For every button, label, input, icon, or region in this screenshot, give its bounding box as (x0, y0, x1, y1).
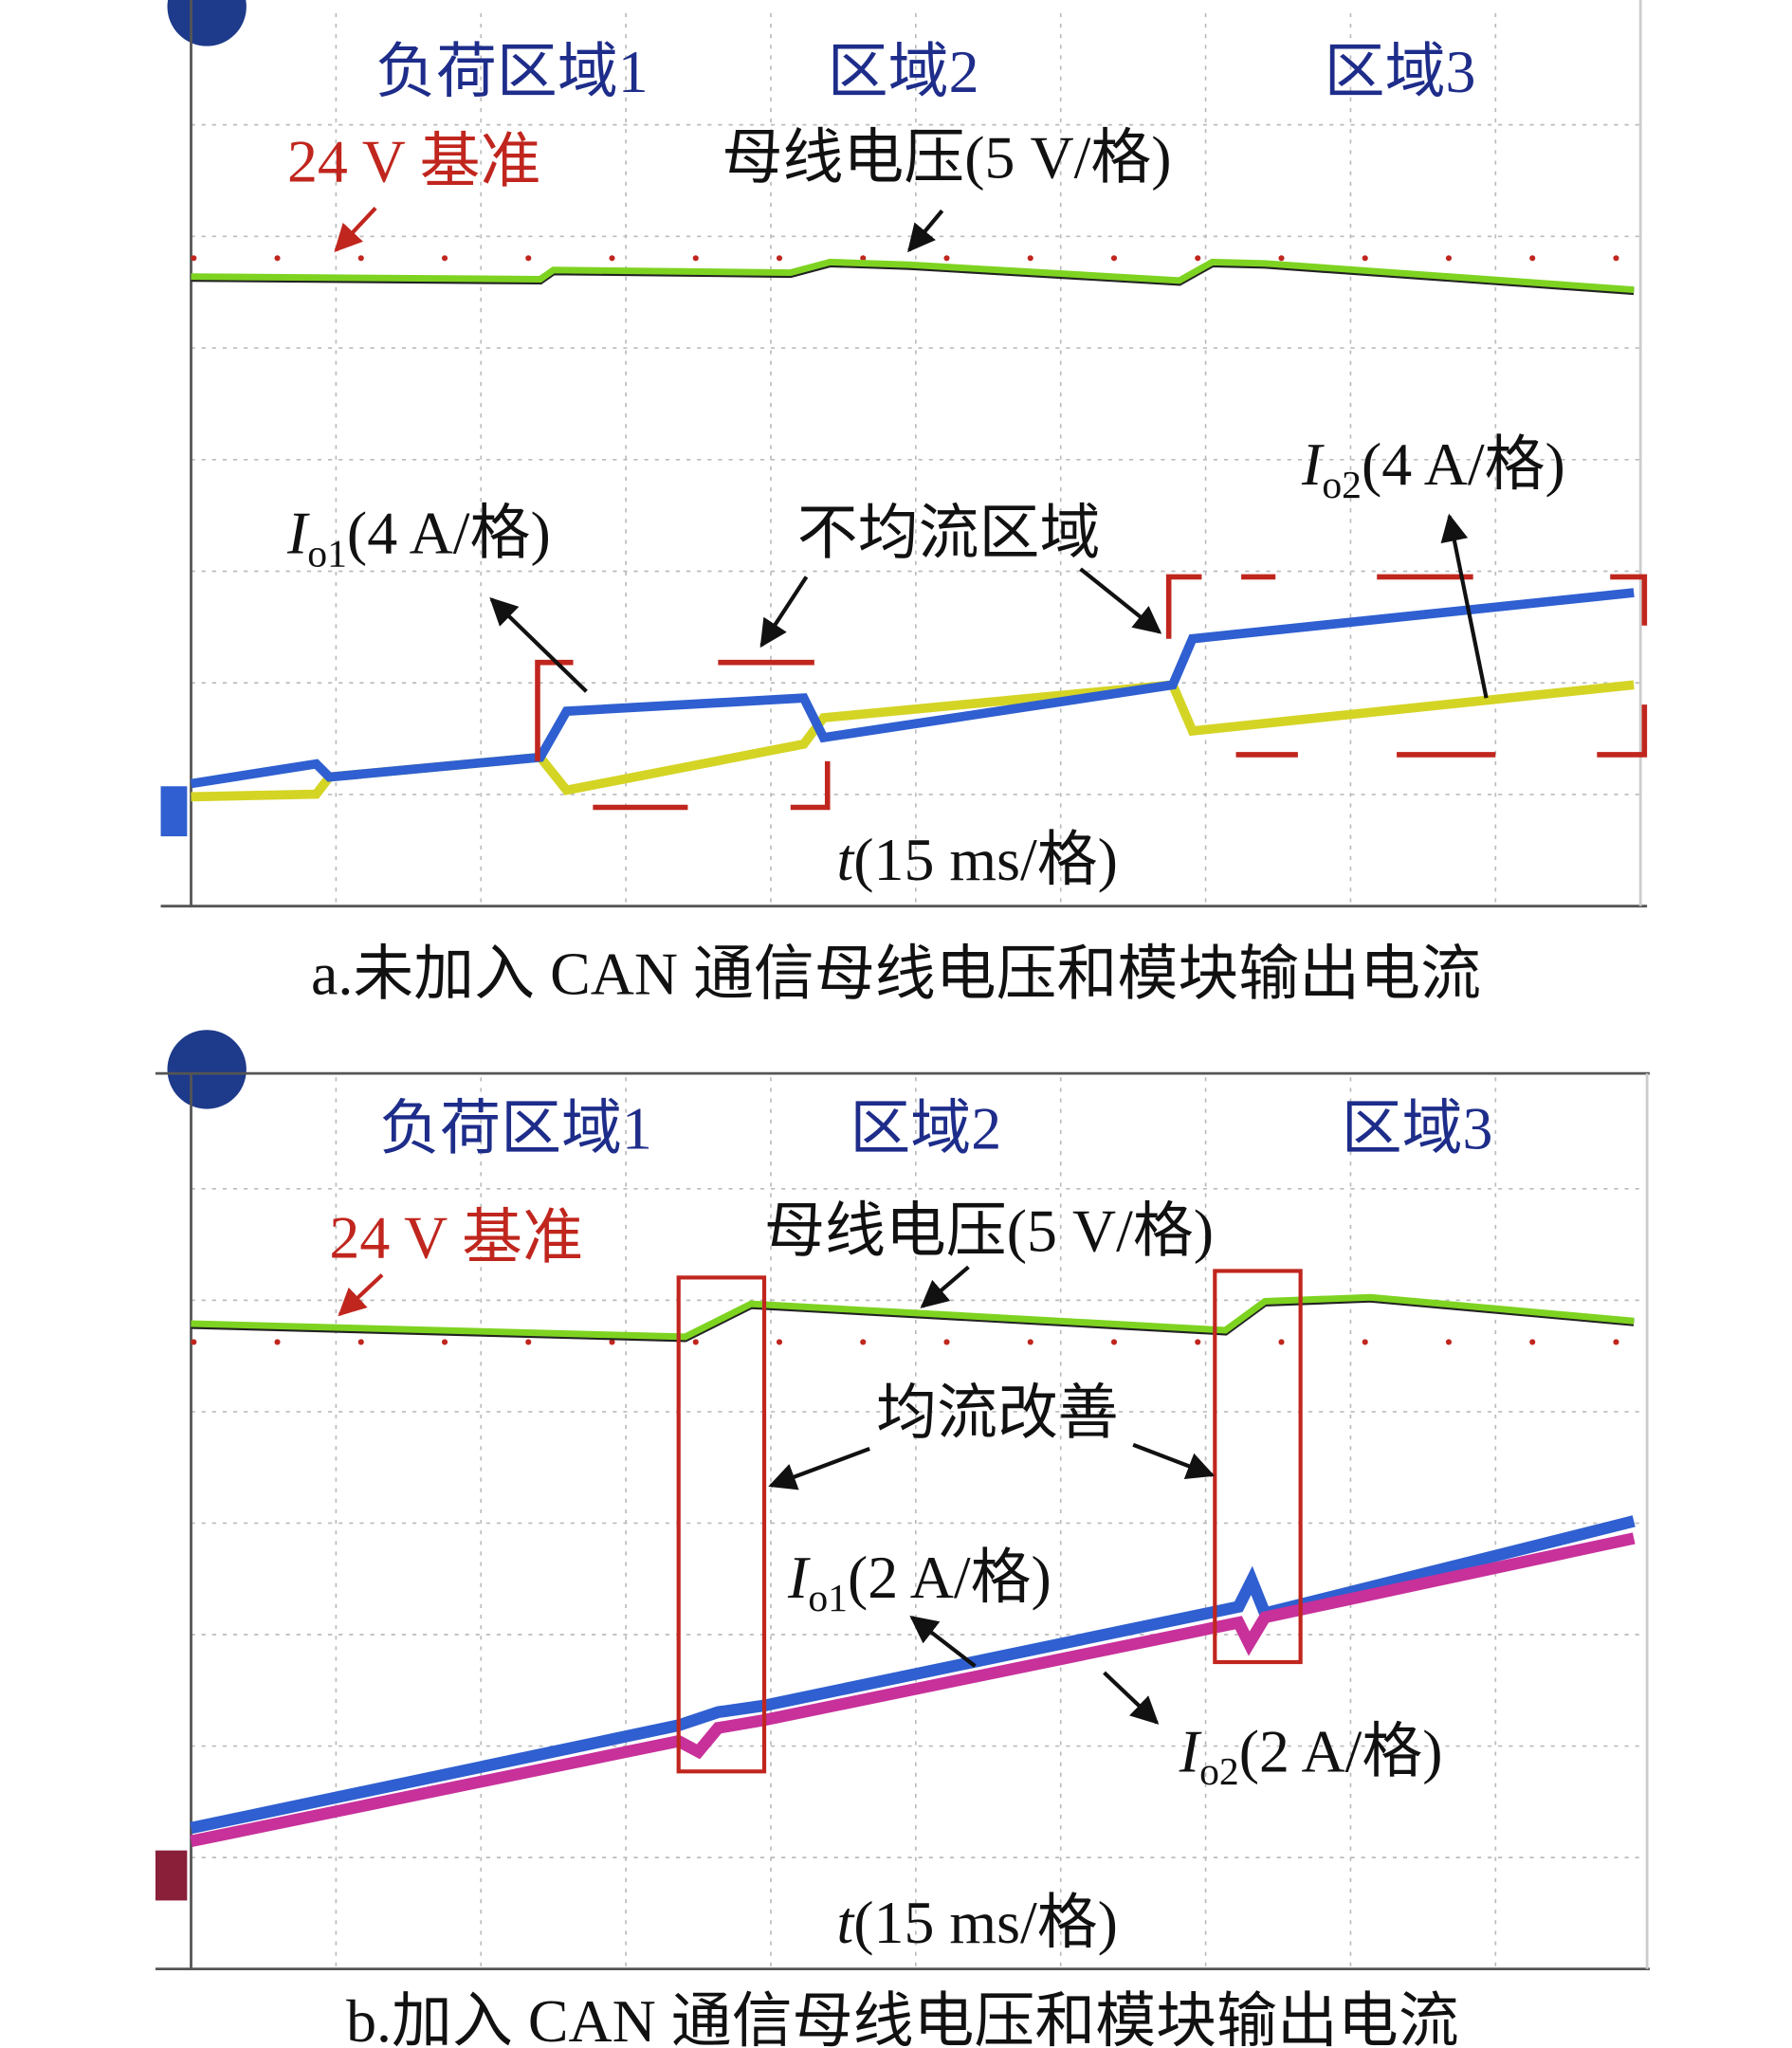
arrow (334, 207, 377, 253)
reference-dot (1445, 1339, 1453, 1345)
reference-dot (776, 1339, 783, 1345)
reference-dot (525, 1339, 532, 1345)
caption: a.未加入 CAN 通信母线电压和模块输出电流 (311, 941, 1481, 1008)
current-label: Io1(2 A/格) (787, 1544, 1051, 1620)
highlight-box (676, 1275, 767, 1774)
reference-dot (860, 255, 867, 262)
reference-dot (1529, 1339, 1536, 1345)
note-label: 不均流区域 (797, 499, 1101, 566)
scope-grid (191, 1077, 1641, 1969)
arrow (1103, 1671, 1160, 1725)
reference-dot (1110, 255, 1118, 262)
arrow (489, 596, 588, 693)
reference-dot (1362, 255, 1368, 262)
reference-dot (274, 1339, 281, 1345)
zone-label: 区域3 (1325, 38, 1476, 105)
reference-dot (1278, 255, 1285, 262)
reference-dot (525, 255, 532, 262)
caption: b.加入 CAN 通信母线电压和模块输出电流 (346, 1987, 1459, 2048)
arrow (768, 1447, 870, 1490)
reference-dot (1529, 255, 1536, 262)
reference-label: 24 V 基准 (287, 128, 541, 195)
zone-label: 区域3 (1342, 1094, 1493, 1161)
zone-label: 负荷区域1 (379, 1094, 652, 1161)
reference-dot (191, 1339, 197, 1345)
zone-label: 区域2 (850, 1094, 1001, 1161)
channel-marker (155, 1850, 188, 1901)
voltage-trace (191, 1293, 1635, 1341)
current-trace-1 (190, 588, 1635, 789)
current-label: Io2(2 A/格) (1179, 1717, 1443, 1794)
reference-dot (943, 1339, 950, 1345)
current-trace-1 (190, 1515, 1636, 1835)
arrow (338, 1273, 384, 1317)
reference-dot (1278, 1339, 1285, 1345)
reference-dot (1195, 1339, 1201, 1345)
zone-label: 负荷区域1 (375, 38, 649, 105)
reference-label: 24 V 基准 (329, 1204, 583, 1271)
arrow (1440, 513, 1489, 699)
reference-dot (357, 1339, 364, 1345)
highlight-bracket (535, 574, 1648, 811)
time-label: t(15 ms/格) (836, 826, 1118, 893)
reference-dot (776, 255, 783, 262)
time-label: t(15 ms/格) (836, 1889, 1118, 1956)
reference-dot (1362, 1339, 1368, 1345)
reference-dot (943, 255, 950, 262)
arrow (1132, 1442, 1216, 1479)
scope-icon (167, 1030, 247, 1109)
reference-dot (1445, 255, 1453, 262)
arrow (907, 209, 944, 253)
panel-b: 负荷区域1 区域2 区域3 24 V 基准 母线电压(5 V/格) 均流改善 I… (155, 1030, 1650, 2048)
reference-dots (191, 1339, 1619, 1345)
arrow (920, 1265, 970, 1308)
reference-dot (357, 255, 364, 262)
scope-grid (191, 12, 1641, 906)
arrow (759, 576, 809, 649)
reference-dot (441, 1339, 448, 1345)
reference-dot (860, 1339, 867, 1345)
current-trace-2 (191, 680, 1635, 802)
reference-dot (609, 255, 615, 262)
reference-dot (1613, 1339, 1619, 1345)
reference-dot (1027, 1339, 1033, 1345)
reference-dot (609, 1339, 615, 1345)
zone-label: 区域2 (828, 38, 979, 105)
current-label: Io2(4 A/格) (1301, 430, 1565, 507)
voltage-trace (191, 258, 1635, 294)
voltage-label: 母线电压(5 V/格) (722, 124, 1172, 192)
arrow (909, 1615, 977, 1668)
reference-dot (1195, 255, 1201, 262)
panel-a: 负荷区域1 区域2 区域3 24 V 基准 母线电压(5 V/格) Io1(4 … (160, 0, 1648, 1008)
note-label: 均流改善 (876, 1379, 1119, 1446)
channel-marker (160, 786, 188, 837)
reference-dot (692, 1339, 699, 1345)
reference-dot (441, 255, 448, 262)
reference-dot (1027, 255, 1033, 262)
scope-icon (167, 0, 247, 46)
reference-dot (274, 255, 281, 262)
reference-dot (692, 255, 699, 262)
voltage-label: 母线电压(5 V/格) (764, 1198, 1214, 1265)
current-label: Io1(4 A/格) (286, 499, 551, 576)
reference-dot (191, 255, 197, 262)
highlight-box (1213, 1269, 1303, 1665)
reference-dot (1613, 255, 1619, 262)
reference-dots (191, 255, 1619, 262)
arrow (1079, 567, 1162, 634)
reference-dot (1110, 1339, 1118, 1345)
